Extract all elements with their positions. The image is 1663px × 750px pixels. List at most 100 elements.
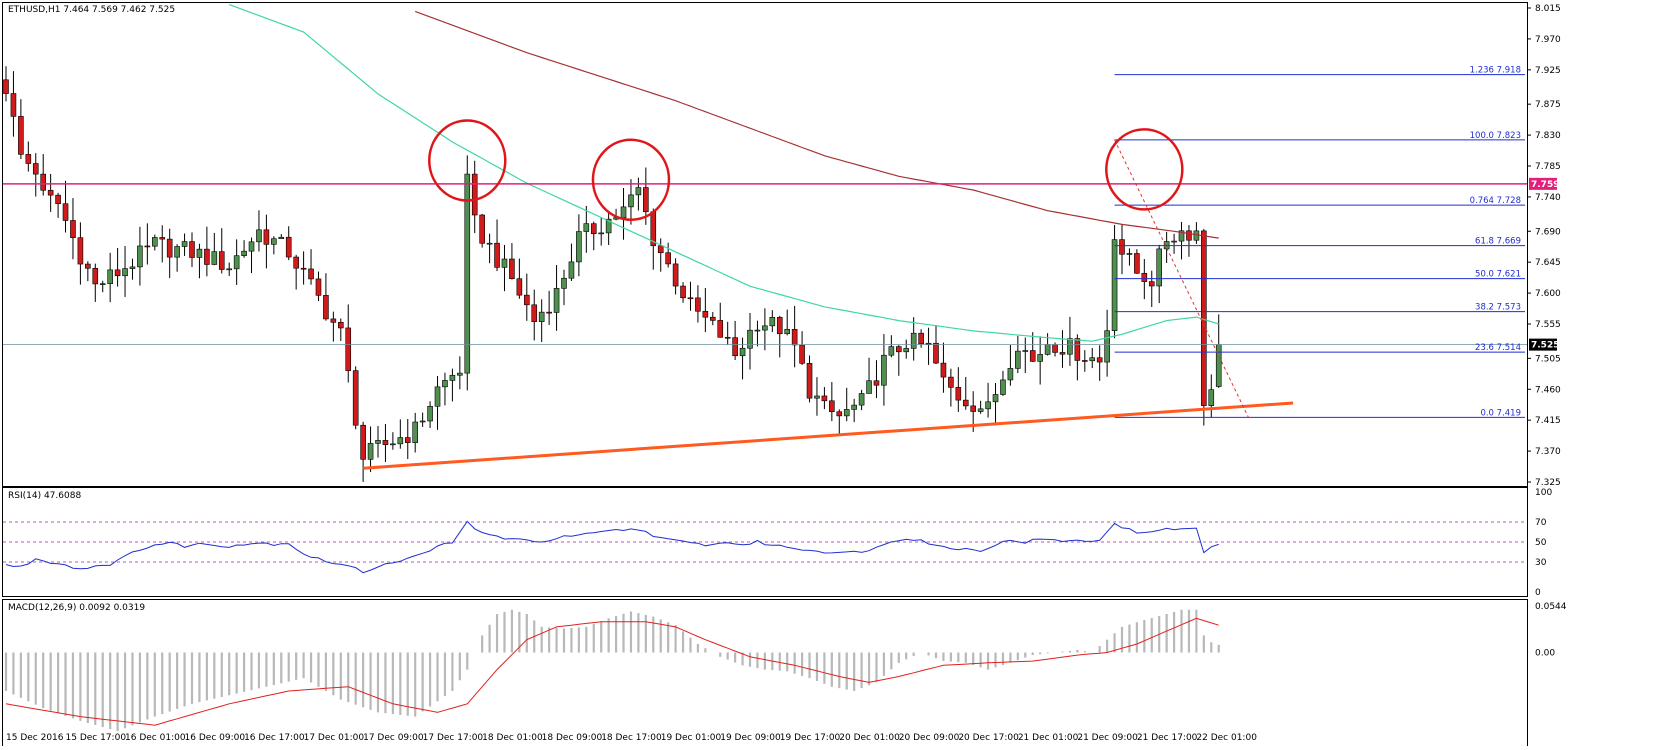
candle-bear <box>799 344 805 364</box>
macd-axis-label: 0.00 <box>1535 649 1555 659</box>
candle-bull <box>367 443 374 460</box>
candle-bull <box>211 251 218 265</box>
candle-bear <box>948 376 954 388</box>
macd-pane <box>2 599 1528 750</box>
rsi-axis-label: 70 <box>1535 518 1547 528</box>
candle-bear <box>940 362 947 378</box>
candle-bear <box>955 387 962 401</box>
candle-bull <box>397 437 404 445</box>
candle-bull <box>553 288 560 313</box>
time-axis-label: 20 Dec 01:00 <box>839 733 900 743</box>
candle-bull <box>1104 330 1110 363</box>
highlight-circle <box>428 119 507 202</box>
candle-bull <box>1215 344 1222 387</box>
candle-bear <box>717 320 724 338</box>
candle-bull <box>501 258 508 268</box>
candle-bull <box>910 332 917 349</box>
candle-bear <box>32 163 39 175</box>
candle-bear <box>1096 357 1103 363</box>
price-axis-label: 7.740 <box>1535 193 1561 203</box>
candle-bull <box>925 342 932 345</box>
candle-bear <box>70 220 76 238</box>
moving-average-slow <box>414 10 1219 239</box>
candle-bear <box>873 380 880 386</box>
candle-bear <box>337 322 344 329</box>
candle-bear <box>1052 344 1058 353</box>
price-axis-label: 7.645 <box>1535 258 1561 268</box>
candle-bear <box>40 173 47 191</box>
candle-bear <box>709 316 716 321</box>
time-axis-label: 17 Dec 01:00 <box>304 733 365 743</box>
candle-bear <box>85 263 91 269</box>
price-axis-label: 7.875 <box>1535 100 1561 110</box>
support-trend-line[interactable] <box>363 401 1294 470</box>
candle-bear <box>791 328 798 346</box>
candle-bull <box>278 236 285 239</box>
candle-bear <box>204 248 210 265</box>
candle-bull <box>635 187 642 196</box>
price-axis-label: 7.505 <box>1535 354 1561 364</box>
time-axis-label: 22 Dec 01:00 <box>1196 733 1257 743</box>
candle-bear <box>47 189 54 196</box>
candle-bull <box>769 316 776 327</box>
candle-bear <box>918 332 924 345</box>
rsi-line <box>5 520 1219 574</box>
fib-level-label: 23.6 7.514 <box>1475 343 1521 353</box>
candle-bull <box>903 348 910 353</box>
candle-bear <box>345 327 352 371</box>
candle-bear <box>293 256 299 269</box>
candle-bear <box>360 424 366 460</box>
candle-bear <box>55 194 61 205</box>
candle-bull <box>985 401 991 410</box>
time-axis-label: 15 Dec 17:00 <box>66 733 127 743</box>
candle-bear <box>285 236 292 258</box>
candle-bull <box>851 404 857 410</box>
candle-bear <box>1059 352 1066 355</box>
candle-bear <box>732 337 738 357</box>
candle-bear <box>724 336 731 339</box>
candle-bear <box>10 93 17 117</box>
candle-bear <box>836 411 843 417</box>
candle-bear <box>62 203 69 221</box>
price-pane <box>2 2 1528 487</box>
candle-bull <box>568 261 575 279</box>
candle-bull <box>241 250 247 257</box>
candle-bear <box>1134 253 1140 274</box>
fib-level-label: 61.8 7.669 <box>1475 237 1521 247</box>
time-axis-label: 19 Dec 09:00 <box>720 733 781 743</box>
candle-bull <box>449 374 456 381</box>
price-axis-label: 7.785 <box>1535 162 1561 172</box>
candle-bear <box>1148 281 1155 287</box>
candle-bull <box>628 194 634 208</box>
candle-bear <box>352 370 359 426</box>
candle-bear <box>323 295 329 320</box>
time-axis-label: 18 Dec 09:00 <box>542 733 603 743</box>
candle-bull <box>538 311 545 322</box>
candle-bear <box>657 245 664 254</box>
candle-bull <box>814 395 820 399</box>
fib-level-label: 1.236 7.918 <box>1470 66 1521 76</box>
candle-bull <box>1171 240 1177 243</box>
candle-bull <box>271 238 277 245</box>
candle-bull <box>390 443 396 446</box>
candle-bear <box>114 269 121 277</box>
candle-bear <box>695 297 701 312</box>
candle-bear <box>531 304 538 322</box>
candle-bear <box>92 267 99 285</box>
candle-bear <box>1186 230 1192 241</box>
candle-bear <box>263 229 270 245</box>
candle-bear <box>516 278 523 296</box>
price-axis-label: 7.415 <box>1535 416 1561 426</box>
candle-bear <box>144 245 151 248</box>
time-axis-label: 20 Dec 17:00 <box>958 733 1019 743</box>
candle-bear <box>1141 272 1148 282</box>
candle-bull <box>442 380 448 388</box>
candle-bear <box>680 285 686 299</box>
candle-bear <box>702 310 709 318</box>
candle-bull <box>1178 230 1185 242</box>
price-pane-title: ETHUSD,H1 7.464 7.569 7.462 7.525 <box>8 5 175 15</box>
candle-bear <box>509 258 515 279</box>
candle-bear <box>643 187 649 213</box>
